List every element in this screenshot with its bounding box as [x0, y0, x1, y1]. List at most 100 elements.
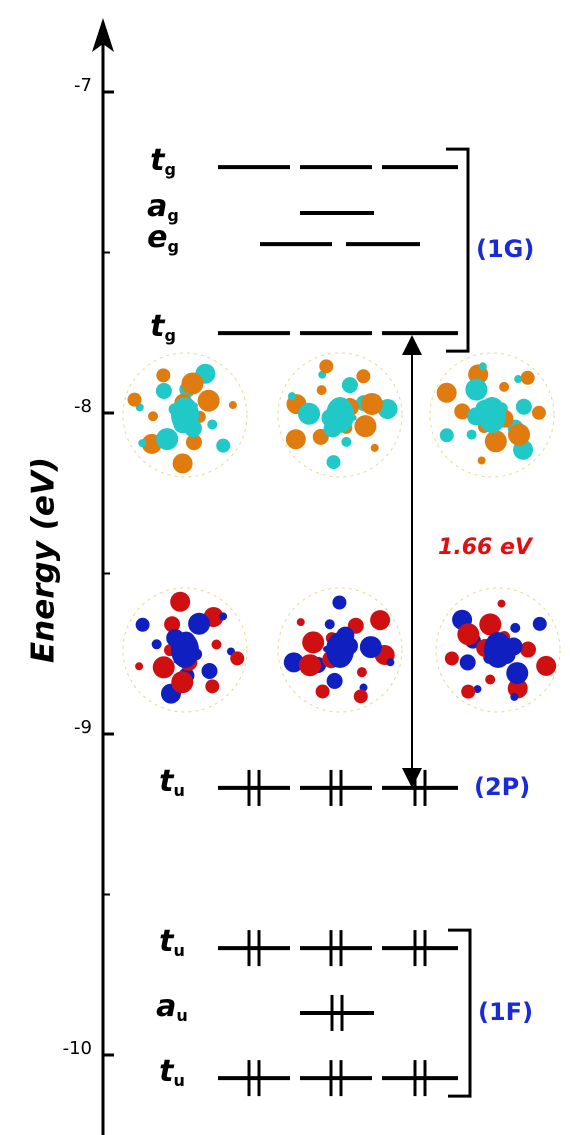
orbital-lobe — [515, 398, 532, 415]
orbital-frame — [277, 587, 403, 713]
level-label: tu — [159, 1054, 185, 1090]
tick-label: -10 — [63, 1038, 92, 1059]
orbital-lobe — [188, 612, 211, 635]
orbital-lobe — [287, 392, 296, 401]
orbital-lobe — [324, 619, 335, 630]
orbital-frame — [122, 352, 248, 478]
orbital-lobe — [230, 651, 245, 666]
orbital-lobe — [156, 428, 179, 451]
orbital-lobe — [477, 456, 486, 465]
orbital-lobe — [155, 382, 172, 399]
level-label: tu — [159, 924, 185, 960]
orbital-lobe — [326, 672, 343, 689]
level-symbol: t — [159, 1054, 175, 1089]
orbital-lobe — [135, 617, 150, 632]
orbital-lobe — [172, 453, 193, 474]
orbital-lobe — [360, 392, 383, 415]
orbital-lobe — [466, 429, 477, 440]
level-subscript: g — [164, 160, 175, 179]
group-bracket — [448, 928, 472, 1098]
orbital-lobe — [315, 684, 330, 699]
orbital-lobe — [478, 362, 487, 371]
orbital-lobe — [459, 654, 476, 671]
orbital-core — [171, 397, 199, 433]
orbital-lobe — [506, 662, 529, 685]
level-label: eg — [147, 220, 179, 256]
orbital-lobe — [285, 429, 306, 450]
level-subscript: u — [176, 1005, 187, 1024]
orbital-lobe — [152, 656, 175, 679]
orbital-lobe — [205, 679, 220, 694]
orbital-lobe — [510, 692, 519, 701]
level-subscript: g — [164, 326, 175, 345]
orbital-lobe — [514, 375, 523, 384]
orbital-core — [326, 397, 354, 433]
orbital-core — [484, 632, 512, 668]
orbital-lobe — [354, 415, 377, 438]
orbital-lobe — [536, 655, 557, 676]
orbital-lobe — [216, 438, 231, 453]
orbital-lobe — [138, 439, 147, 448]
orbital-lobe — [207, 419, 218, 430]
orbital-lobe — [127, 392, 142, 407]
level-symbol: a — [147, 189, 167, 224]
orbital-lobe — [326, 455, 341, 470]
tick-label: -7 — [74, 75, 92, 96]
group-label: (1G) — [476, 235, 534, 263]
level-subscript: u — [173, 941, 184, 960]
orbital-lobe — [302, 631, 325, 654]
orbital-lobe — [353, 689, 368, 704]
orbital-lobe — [156, 368, 171, 383]
orbital-lobe — [219, 612, 228, 621]
orbital-frame — [435, 587, 561, 713]
orbital-frame — [277, 352, 403, 478]
level-label: au — [156, 988, 188, 1024]
orbital-lobe — [531, 405, 546, 420]
orbital-lobe — [170, 591, 191, 612]
orbital-lobe — [135, 662, 144, 671]
group-bracket — [446, 147, 470, 353]
orbital-lobe — [341, 436, 352, 447]
orbital-core — [326, 632, 354, 668]
orbital-lobe — [479, 613, 502, 636]
orbital-core — [171, 632, 199, 668]
orbital-lobe — [341, 377, 358, 394]
orbital-lobe — [499, 381, 510, 392]
level-subscript: u — [173, 1071, 184, 1090]
orbital-lobe — [485, 674, 496, 685]
tick-label: -8 — [74, 396, 92, 417]
level-symbol: t — [150, 309, 166, 344]
axis-label: Energy (eV) — [26, 457, 62, 663]
orbital-lobe — [370, 610, 391, 631]
orbital-lobe — [296, 618, 305, 627]
orbital-lobe — [386, 658, 395, 667]
orbital-lobe — [439, 428, 454, 443]
orbital-lobe — [436, 382, 457, 403]
orbital-lobe — [148, 411, 159, 422]
level-symbol: t — [159, 763, 175, 798]
group-label: (2P) — [474, 773, 530, 801]
orbital-lobe — [185, 434, 202, 451]
orbital-lobe — [359, 636, 382, 659]
level-subscript: g — [167, 206, 178, 225]
level-symbol: t — [159, 924, 175, 959]
orbital-lobe — [532, 616, 547, 631]
orbital-lobe — [319, 359, 334, 374]
tick-label: -9 — [74, 717, 92, 738]
orbital-frame — [429, 352, 555, 478]
orbital-frame — [122, 587, 248, 713]
orbital-lobe — [197, 389, 220, 412]
orbital-lobe — [508, 423, 531, 446]
orbital-lobe — [497, 599, 506, 608]
orbital-lobe — [164, 616, 181, 633]
orbital-lobe — [519, 641, 536, 658]
orbital-lobe — [171, 671, 194, 694]
orbital-lobe — [332, 595, 347, 610]
orbital-lobe — [151, 639, 162, 650]
orbital-lobe — [356, 369, 371, 384]
level-subscript: u — [173, 780, 184, 799]
level-label: tg — [150, 143, 176, 179]
gap-label: 1.66 eV — [438, 535, 534, 560]
orbital-core — [478, 397, 506, 433]
orbital-lobe — [181, 372, 204, 395]
